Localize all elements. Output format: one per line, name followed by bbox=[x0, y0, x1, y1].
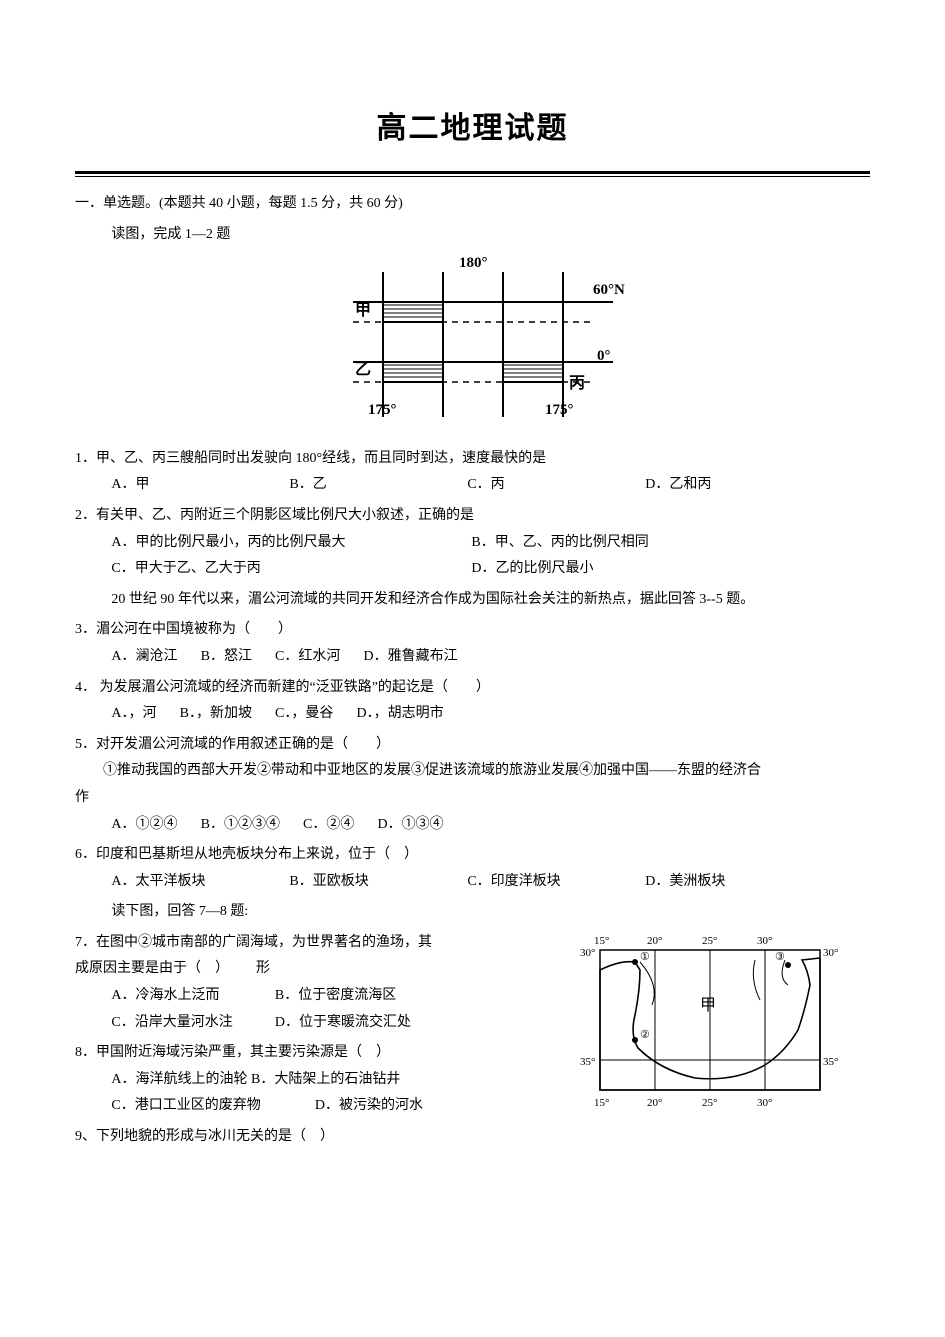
figure-1: 180° 60°N 0° 甲 乙 丙 175° 175° bbox=[75, 252, 870, 438]
q2-opt-b: B．甲、乙、丙的比例尺相同 bbox=[471, 530, 828, 557]
q4-opt-a: A．，河 bbox=[111, 701, 156, 728]
fig2-lon25-t: 25° bbox=[702, 935, 717, 947]
question-5: 5．对开发湄公河流域的作用叙述正确的是（ ） ①推动我国的西部大开发②带动和中亚… bbox=[75, 732, 870, 838]
fig1-label-c: 丙 bbox=[569, 374, 585, 392]
q7-stem-post: 形 bbox=[256, 956, 270, 983]
question-3: 3．湄公河在中国境被称为（ ） A．澜沧江 B．怒江 C．红水河 D．雅鲁藏布江 bbox=[75, 617, 870, 670]
fig2-lon20-t: 20° bbox=[647, 935, 662, 947]
africa-map-svg: 15° 20° 25° 30° 15° 20° 25° 30° 30° 35° … bbox=[580, 930, 840, 1122]
q3-options: A．澜沧江 B．怒江 C．红水河 D．雅鲁藏布江 bbox=[75, 644, 870, 671]
fig2-lat30-l: 30° bbox=[580, 947, 595, 959]
fig2-lon15-b: 15° bbox=[594, 1097, 609, 1109]
page-title: 高二地理试题 bbox=[75, 100, 870, 157]
q2-opt-c: C．甲大于乙、乙大于丙 bbox=[111, 556, 468, 583]
q5-statements-line2: 作 bbox=[75, 785, 870, 812]
question-6: 6．印度和巴基斯坦从地壳板块分布上来说，位于（ ） A．太平洋板块 B．亚欧板块… bbox=[75, 842, 870, 895]
q1-opt-a: A．甲 bbox=[111, 472, 285, 499]
q5-opt-c: C．②④ bbox=[303, 812, 354, 839]
q4-opt-c: C．，曼谷 bbox=[275, 701, 333, 728]
fig1-label-b: 乙 bbox=[355, 361, 371, 378]
q6-opt-d: D．美洲板块 bbox=[645, 869, 819, 896]
fig1-label-a: 甲 bbox=[355, 301, 371, 319]
passage-3to5: 20 世纪 90 年代以来，湄公河流域的共同开发和经济合作成为国际社会关注的新热… bbox=[75, 587, 870, 614]
q6-opt-b: B．亚欧板块 bbox=[289, 869, 463, 896]
fig1-instruction: 读图，完成 1—2 题 bbox=[75, 222, 870, 249]
q7-opt-a: A．冷海水上泛而 bbox=[111, 983, 271, 1010]
question-2: 2．有关甲、乙、丙附近三个阴影区域比例尺大小叙述，正确的是 A．甲的比例尺最小，… bbox=[75, 503, 870, 583]
q3-opt-b: B．怒江 bbox=[201, 644, 252, 671]
q1-opt-c: C．丙 bbox=[467, 472, 641, 499]
fig2-lat30-r: 30° bbox=[823, 947, 838, 959]
map-grid-svg: 180° 60°N 0° 甲 乙 丙 175° 175° bbox=[313, 252, 633, 427]
fig1-lat-60n: 60°N bbox=[593, 282, 625, 298]
fig1-lat-0: 0° bbox=[597, 348, 611, 364]
q8-opt-b: B．大陆架上的石油钻井 bbox=[251, 1067, 400, 1094]
fig2-mark1: ① bbox=[640, 951, 650, 963]
q1-options: A．甲 B．乙 C．丙 D．乙和丙 bbox=[75, 472, 870, 499]
question-4: 4． 为发展湄公河流域的经济而新建的“泛亚铁路”的起讫是（ ） A．，河 B．，… bbox=[75, 675, 870, 728]
q5-opt-b: B．①②③④ bbox=[201, 812, 280, 839]
q3-opt-c: C．红水河 bbox=[275, 644, 340, 671]
question-1: 1．甲、乙、丙三艘船同时出发驶向 180°经线，而且同时到达，速度最快的是 A．… bbox=[75, 446, 870, 499]
q2-opt-a: A．甲的比例尺最小，丙的比例尺最大 bbox=[111, 530, 468, 557]
fig2-mark2: ② bbox=[640, 1029, 650, 1041]
fig2-lat35-r: 35° bbox=[823, 1056, 838, 1068]
q5-opt-a: A．①②④ bbox=[111, 812, 177, 839]
q1-opt-b: B．乙 bbox=[289, 472, 463, 499]
q4-options: A．，河 B．，新加坡 C．，曼谷 D．，胡志明市 bbox=[75, 701, 870, 728]
q3-opt-d: D．雅鲁藏布江 bbox=[363, 644, 457, 671]
fig2-lon15-t: 15° bbox=[594, 935, 609, 947]
fig2-lon20-b: 20° bbox=[647, 1097, 662, 1109]
fig2-lat35-l: 35° bbox=[580, 1056, 595, 1068]
q7-opt-d: D．位于寒暖流交汇处 bbox=[275, 1010, 411, 1037]
q3-stem: 3．湄公河在中国境被称为（ ） bbox=[75, 617, 870, 644]
divider bbox=[75, 171, 870, 177]
q1-opt-d: D．乙和丙 bbox=[645, 472, 819, 499]
q7-opt-b: B．位于密度流海区 bbox=[275, 983, 396, 1010]
q8-opt-d: D．被污染的河水 bbox=[315, 1093, 423, 1120]
fig2-lon25-b: 25° bbox=[702, 1097, 717, 1109]
fig2-lon30-b: 30° bbox=[757, 1097, 772, 1109]
q5-opt-d: D．①③④ bbox=[377, 812, 443, 839]
section-header: 一．单选题。(本题共 40 小题，每题 1.5 分，共 60 分) bbox=[75, 191, 870, 218]
fig1-lon-left: 175° bbox=[368, 402, 397, 418]
q5-options: A．①②④ B．①②③④ C．②④ D．①③④ bbox=[75, 812, 870, 839]
q5-statements-line1: ①推动我国的西部大开发②带动和中亚地区的发展③促进该流域的旅游业发展④加强中国―… bbox=[75, 758, 870, 785]
q4-opt-b: B．，新加坡 bbox=[180, 701, 252, 728]
q6-options: A．太平洋板块 B．亚欧板块 C．印度洋板块 D．美洲板块 bbox=[75, 869, 870, 896]
fig2-lon30-t: 30° bbox=[757, 935, 772, 947]
q2-opt-d: D．乙的比例尺最小 bbox=[471, 556, 828, 583]
q8-opt-a: A．海洋航线上的油轮 bbox=[111, 1067, 247, 1094]
q1-stem: 1．甲、乙、丙三艘船同时出发驶向 180°经线，而且同时到达，速度最快的是 bbox=[75, 446, 870, 473]
q7-stem-pre: 7．在图中②城市南部的广阔海域，为世界著名的渔场，其 bbox=[75, 935, 432, 950]
q3-opt-a: A．澜沧江 bbox=[111, 644, 177, 671]
q6-opt-a: A．太平洋板块 bbox=[111, 869, 285, 896]
fig1-top-label: 180° bbox=[459, 255, 488, 271]
q8-opt-c: C．港口工业区的废弃物 bbox=[111, 1093, 311, 1120]
q4-opt-d: D．，胡志明市 bbox=[356, 701, 443, 728]
figure-2: 15° 20° 25° 30° 15° 20° 25° 30° 30° 35° … bbox=[580, 930, 840, 1133]
fig1-lon-right: 175° bbox=[545, 402, 574, 418]
fig2-instruction: 读下图，回答 7—8 题: bbox=[75, 899, 870, 926]
q7-opt-c: C．沿岸大量河水注 bbox=[111, 1010, 271, 1037]
fig2-mark3: ③ bbox=[775, 951, 785, 963]
q4-stem: 4． 为发展湄公河流域的经济而新建的“泛亚铁路”的起讫是（ ） bbox=[75, 675, 870, 702]
q2-options: A．甲的比例尺最小，丙的比例尺最大 B．甲、乙、丙的比例尺相同 C．甲大于乙、乙… bbox=[75, 530, 870, 583]
q5-stem: 5．对开发湄公河流域的作用叙述正确的是（ ） bbox=[75, 732, 870, 759]
q6-stem: 6．印度和巴基斯坦从地壳板块分布上来说，位于（ ） bbox=[75, 842, 870, 869]
fig2-center: 甲 bbox=[700, 997, 716, 1014]
q6-opt-c: C．印度洋板块 bbox=[467, 869, 641, 896]
q2-stem: 2．有关甲、乙、丙附近三个阴影区域比例尺大小叙述，正确的是 bbox=[75, 503, 870, 530]
